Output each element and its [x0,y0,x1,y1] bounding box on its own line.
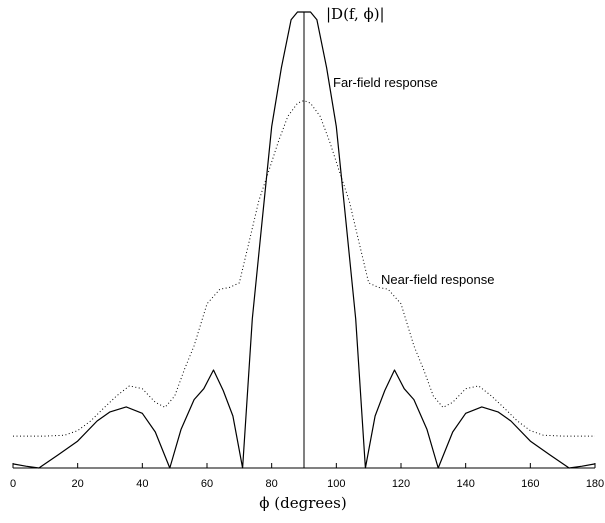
x-tick-label: 20 [72,478,84,490]
x-tick-label: 40 [136,478,148,490]
x-tick-label: 0 [10,478,16,490]
x-tick-label: 100 [327,478,345,490]
near-field-annotation: Near-field response [381,272,494,287]
near-field-curve [13,100,595,437]
x-ticks: 0 20 40 60 80 100 120 140 160 180 [10,463,604,490]
y-axis-label: |D(f, ϕ)| [326,5,385,23]
x-tick-label: 180 [586,478,604,490]
x-tick-label: 140 [456,478,474,490]
x-axis-label: ϕ (degrees) [259,494,346,512]
x-tick-label: 160 [521,478,539,490]
x-tick-label: 80 [266,478,278,490]
far-field-annotation: Far-field response [333,75,438,90]
x-tick-label: 60 [201,478,213,490]
x-tick-label: 120 [392,478,410,490]
